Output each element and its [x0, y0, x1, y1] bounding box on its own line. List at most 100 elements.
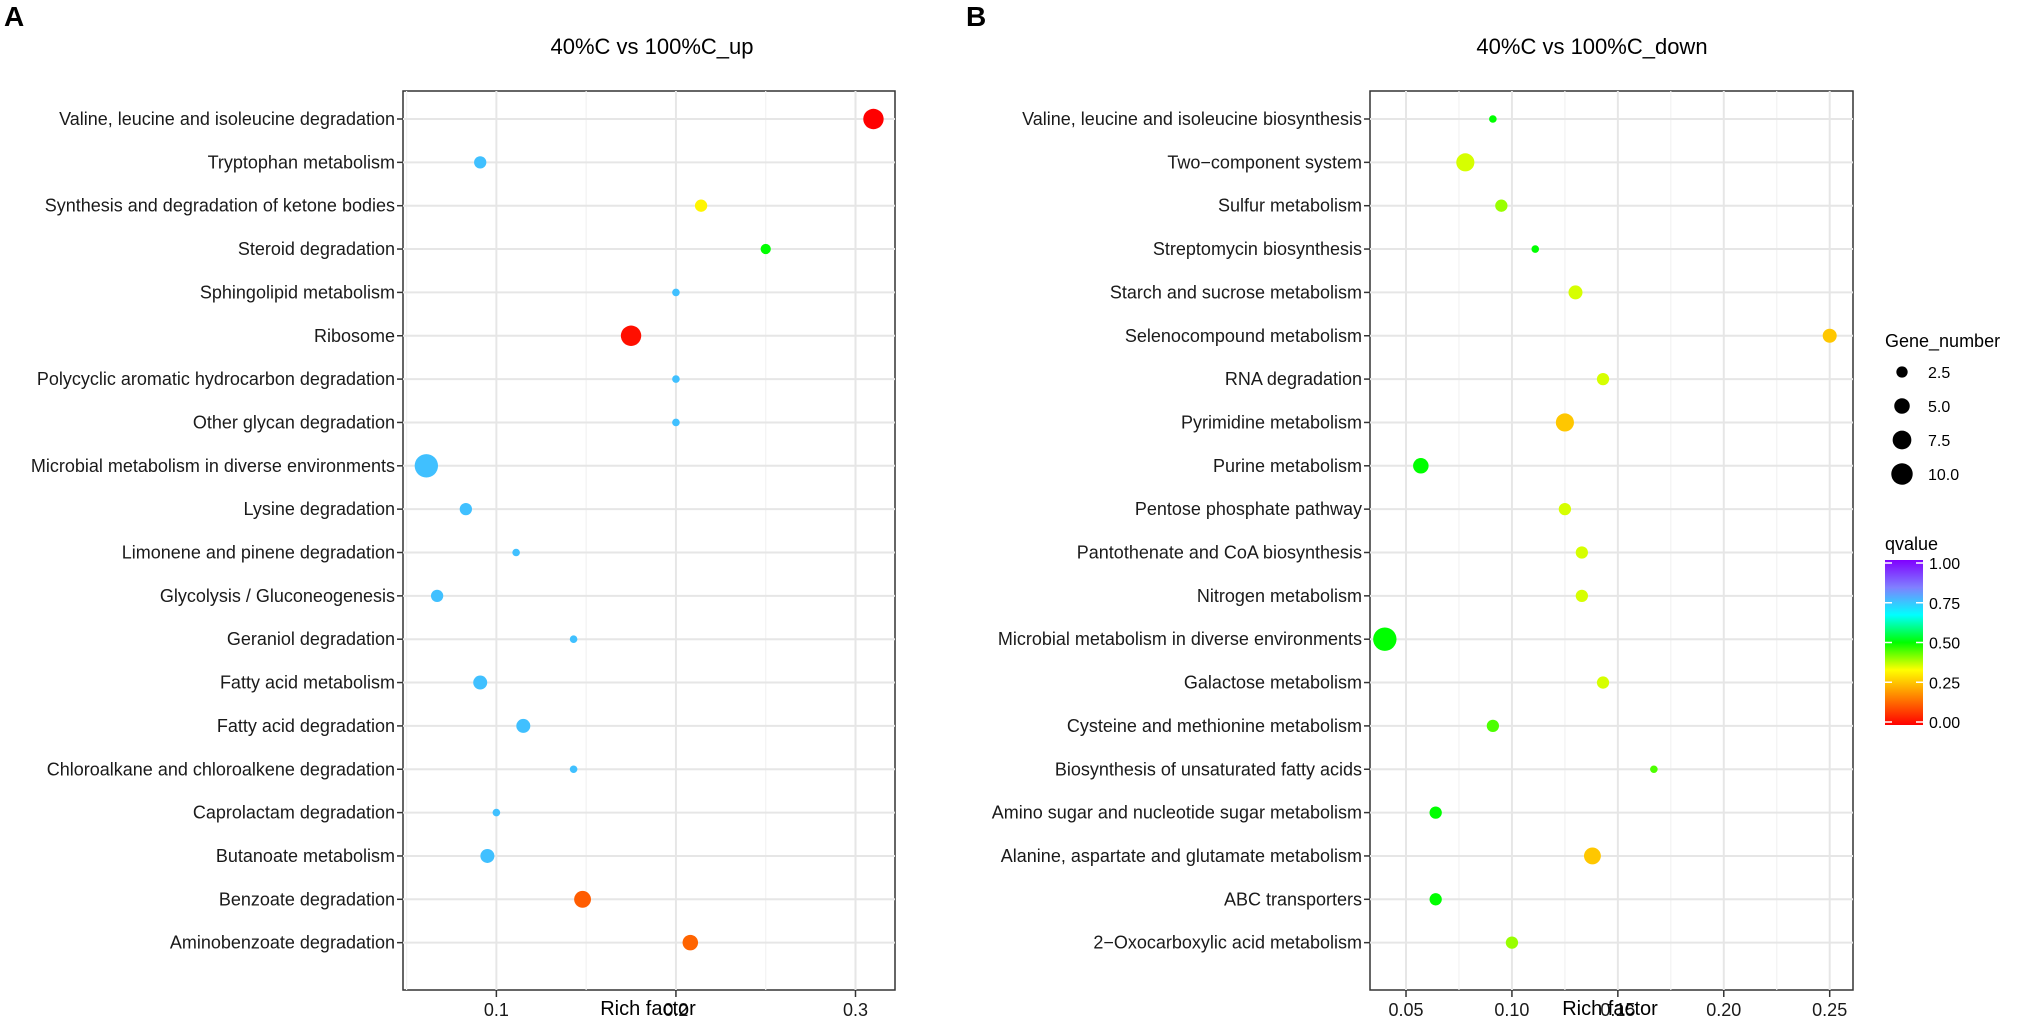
data-point [620, 325, 642, 346]
category-label: Valine, leucine and isoleucine biosynthe… [1022, 109, 1362, 129]
grid-a [403, 91, 895, 990]
data-point [474, 156, 487, 169]
category-label: ABC transporters [1224, 889, 1362, 909]
legend-size-label: 2.5 [1928, 365, 1950, 382]
legend-qvalue: qvalue 1.00 0.75 0.50 0.25 0.00 [1885, 534, 1960, 732]
data-point [1583, 847, 1601, 865]
legend-size-label: 7.5 [1928, 433, 1950, 450]
category-label: Lysine degradation [244, 499, 395, 519]
category-label: Fatty acid metabolism [220, 673, 395, 693]
category-label: Purine metabolism [1213, 456, 1362, 476]
data-point [1822, 328, 1837, 343]
category-label: Sphingolipid metabolism [200, 282, 395, 302]
legend-size-key [1891, 463, 1913, 485]
legend-size-label: 5.0 [1928, 399, 1950, 416]
category-label: Nitrogen metabolism [1197, 586, 1362, 606]
x-tick-label: 0.10 [1494, 1000, 1529, 1020]
category-label: RNA degradation [1225, 369, 1362, 389]
category-label: Benzoate degradation [219, 889, 395, 909]
colorbar-label: 0.00 [1929, 715, 1960, 732]
legend-color-title: qvalue [1885, 534, 1938, 554]
data-point [1575, 546, 1588, 559]
data-point [1373, 627, 1397, 651]
x-tick-label: 0.15 [1600, 1000, 1635, 1020]
category-label: Steroid degradation [238, 239, 395, 259]
legend-size-key [1894, 398, 1910, 414]
data-point [1486, 719, 1500, 733]
data-point [1575, 589, 1588, 602]
legend-size-title: Gene_number [1885, 331, 2000, 352]
category-label: Pantothenate and CoA biosynthesis [1077, 543, 1362, 563]
x-tick-label: 0.3 [843, 1000, 868, 1020]
category-label: Fatty acid degradation [217, 716, 395, 736]
x-tick-label: 0.25 [1812, 1000, 1847, 1020]
colorbar-label: 0.25 [1929, 675, 1960, 692]
data-point [863, 108, 884, 130]
x-tick-label: 0.1 [484, 1000, 509, 1020]
panel-letter-b: B [966, 1, 986, 32]
category-labels-a: Valine, leucine and isoleucine degradati… [31, 109, 403, 953]
x-ticks-b: 0.05 0.10 0.15 0.20 0.25 [1388, 990, 1847, 1020]
category-label: Synthesis and degradation of ketone bodi… [45, 196, 395, 216]
points-b [1373, 115, 1837, 949]
panel-letter-a: A [4, 1, 24, 32]
category-label: Valine, leucine and isoleucine degradati… [59, 109, 395, 129]
data-point [569, 635, 578, 643]
category-label: Streptomycin biosynthesis [1153, 239, 1362, 259]
data-point [694, 199, 708, 212]
chart-title-a: 40%C vs 100%C_up [550, 34, 753, 59]
category-label: Starch and sucrose metabolism [1110, 282, 1362, 302]
category-label: Caprolactam degradation [193, 803, 395, 823]
chart-panel-b: 40%C vs 100%C_down Valine, leucine and i… [992, 34, 1854, 1020]
category-label: Tryptophan metabolism [208, 152, 395, 172]
legend-gene-number: Gene_number 2.5 5.0 7.5 10.0 [1885, 331, 2000, 485]
category-label: Biosynthesis of unsaturated fatty acids [1055, 759, 1362, 779]
category-label: Glycolysis / Gluconeogenesis [160, 586, 395, 606]
data-point [430, 589, 444, 602]
data-point [1596, 372, 1610, 386]
category-label: Polycyclic aromatic hydrocarbon degradat… [37, 369, 395, 389]
data-point [672, 375, 680, 383]
data-point [414, 454, 439, 478]
category-label: Aminobenzoate degradation [170, 933, 395, 953]
data-point [1505, 936, 1519, 949]
data-point [1596, 676, 1610, 689]
data-point [1650, 765, 1658, 774]
data-point [512, 548, 520, 557]
category-label: Pentose phosphate pathway [1135, 499, 1362, 519]
data-point [1413, 458, 1429, 474]
data-point [682, 934, 699, 951]
colorbar-label: 0.50 [1929, 636, 1960, 653]
data-point [1531, 245, 1540, 253]
category-label: Alanine, aspartate and glutamate metabol… [1001, 846, 1362, 866]
x-axis-title-b: Rich factor [1562, 998, 1658, 1020]
category-label: Two−component system [1167, 152, 1362, 172]
category-label: Galactose metabolism [1184, 673, 1362, 693]
data-point [760, 243, 771, 255]
data-point [672, 288, 680, 297]
data-point [1429, 893, 1442, 906]
data-point [473, 675, 488, 690]
x-tick-label: 0.05 [1388, 1000, 1423, 1020]
data-point [480, 848, 495, 863]
category-label: Cysteine and methionine metabolism [1067, 716, 1362, 736]
category-label: Chloroalkane and chloroalkene degradatio… [47, 759, 395, 779]
data-point [492, 808, 501, 817]
x-tick-label: 0.20 [1706, 1000, 1741, 1020]
category-label: 2−Oxocarboxylic acid metabolism [1093, 933, 1362, 953]
data-point [1456, 153, 1475, 172]
chart-title-b: 40%C vs 100%C_down [1476, 34, 1707, 59]
category-labels-b: Valine, leucine and isoleucine biosynthe… [992, 109, 1370, 953]
points-a [414, 108, 884, 951]
category-label: Amino sugar and nucleotide sugar metabol… [992, 803, 1362, 823]
category-label: Other glycan degradation [193, 412, 395, 432]
category-label: Limonene and pinene degradation [122, 543, 395, 563]
category-label: Geraniol degradation [227, 629, 395, 649]
data-point [1555, 413, 1574, 432]
category-label: Sulfur metabolism [1218, 196, 1362, 216]
x-tick-label: 0.2 [663, 1000, 688, 1020]
data-point [1495, 199, 1508, 212]
category-label: Butanoate metabolism [216, 846, 395, 866]
legend-size-key [1896, 366, 1908, 378]
